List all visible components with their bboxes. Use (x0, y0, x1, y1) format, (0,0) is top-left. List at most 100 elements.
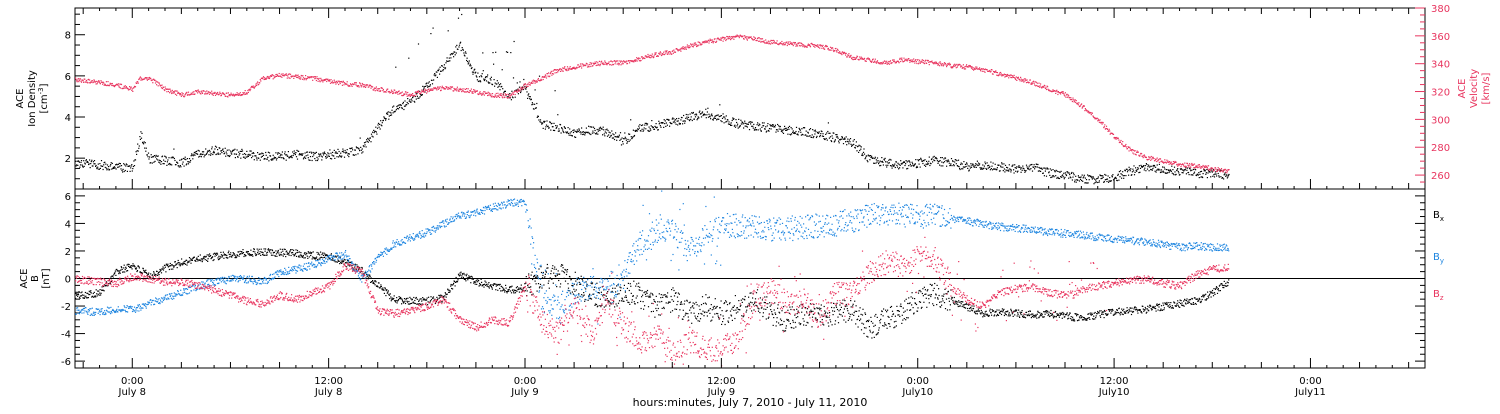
velocity-point (711, 42, 712, 43)
velocity-point (484, 91, 485, 92)
field-point-bx (219, 258, 220, 259)
density-point (1095, 180, 1096, 181)
field-point-bx (172, 269, 173, 270)
density-point (888, 160, 889, 161)
density-point (944, 161, 945, 162)
density-point (295, 154, 296, 155)
velocity-point (305, 75, 306, 76)
density-point (186, 163, 187, 164)
velocity-point (106, 81, 107, 82)
velocity-point (499, 94, 500, 95)
velocity-point (356, 82, 357, 83)
velocity-point (1078, 104, 1079, 105)
velocity-point (686, 47, 687, 48)
velocity-point (165, 86, 166, 87)
density-point (1106, 181, 1107, 182)
density-point (1105, 175, 1106, 176)
field-point-bx (343, 260, 344, 261)
density-point (1069, 174, 1070, 175)
velocity-point (1150, 157, 1151, 158)
velocity-point (730, 37, 731, 38)
density-point (230, 151, 231, 152)
velocity-point (302, 75, 303, 76)
velocity-point (387, 89, 388, 90)
velocity-point (708, 40, 709, 41)
density-point (521, 90, 522, 91)
density-point (772, 126, 773, 127)
density-point (500, 83, 501, 84)
density-point (349, 153, 350, 154)
density-point (1013, 169, 1014, 170)
density-point (789, 126, 790, 127)
density-point (634, 135, 635, 136)
velocity-point (264, 77, 265, 78)
velocity-point (316, 76, 317, 77)
density-point (869, 159, 870, 160)
density-point (725, 118, 726, 119)
density-point (330, 158, 331, 159)
field-point-bx (278, 252, 279, 253)
density-point (630, 139, 631, 140)
velocity-point (1090, 112, 1091, 113)
density-point (694, 114, 695, 115)
density-point (1178, 172, 1179, 173)
density-point (960, 164, 961, 165)
density-point (340, 156, 341, 157)
density-point (539, 121, 540, 122)
density-point (1015, 171, 1016, 172)
density-point (674, 121, 675, 122)
velocity-point (170, 89, 171, 90)
density-point (1215, 171, 1216, 172)
velocity-point (725, 40, 726, 41)
density-point (121, 165, 122, 166)
velocity-point (953, 66, 954, 67)
density-point (1082, 181, 1083, 182)
density-point (265, 152, 266, 153)
velocity-point (298, 75, 299, 76)
density-point (267, 159, 268, 160)
field-point-bx (245, 255, 246, 256)
velocity-point (1018, 77, 1019, 78)
density-point (1098, 182, 1099, 183)
density-point (104, 162, 105, 163)
velocity-point (550, 72, 551, 73)
density-point (565, 128, 566, 129)
density-point (327, 157, 328, 158)
density-point (1188, 172, 1189, 173)
density-point (1153, 166, 1154, 167)
velocity-point (824, 49, 825, 50)
density-point (85, 163, 86, 164)
velocity-point (801, 45, 802, 46)
density-point (79, 162, 80, 163)
velocity-point (281, 77, 282, 78)
velocity-point (84, 79, 85, 80)
density-point (443, 69, 444, 70)
velocity-point (713, 42, 714, 43)
density-point (1074, 181, 1075, 182)
density-point (600, 127, 601, 128)
density-point (869, 155, 870, 156)
field-point-bx (104, 290, 105, 291)
velocity-point (846, 53, 847, 54)
density-point (423, 88, 424, 89)
velocity-point (760, 38, 761, 39)
density-point (842, 137, 843, 138)
velocity-point (595, 63, 596, 64)
velocity-point (733, 36, 734, 37)
velocity-point (118, 83, 119, 84)
velocity-point (421, 92, 422, 93)
density-point (1201, 171, 1202, 172)
density-point (238, 157, 239, 158)
velocity-point (179, 94, 180, 95)
density-point (929, 165, 930, 166)
density-point (168, 157, 169, 158)
velocity-point (816, 46, 817, 47)
density-point (280, 154, 281, 155)
velocity-point (483, 93, 484, 94)
field-point-bx (179, 262, 180, 263)
density-point (121, 170, 122, 171)
velocity-point (160, 85, 161, 86)
density-point (1001, 162, 1002, 163)
velocity-point (629, 62, 630, 63)
velocity-point (180, 93, 181, 94)
